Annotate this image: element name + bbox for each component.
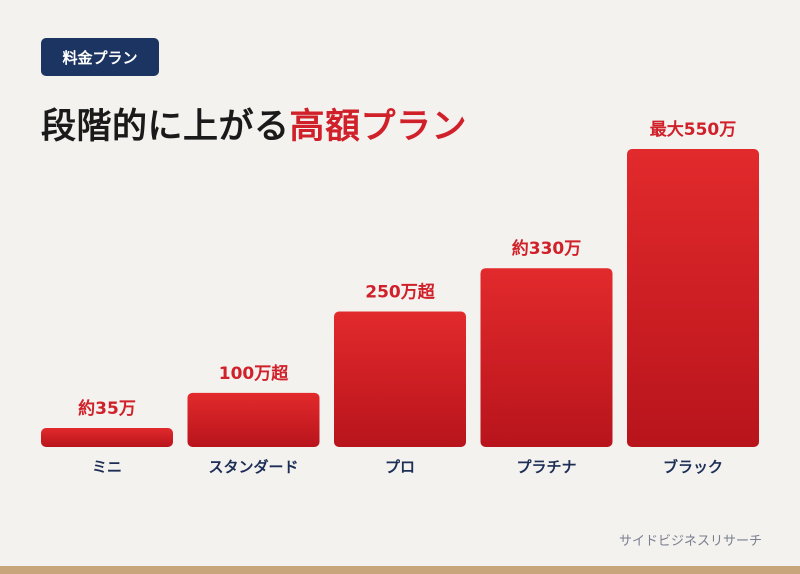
bar-4 bbox=[480, 268, 613, 447]
page-title: 段階的に上がる高額プラン bbox=[41, 98, 467, 149]
bar-1 bbox=[41, 428, 173, 447]
value-label-3: 250万超 bbox=[365, 282, 435, 303]
bar-2 bbox=[187, 392, 320, 447]
bar-5 bbox=[627, 149, 759, 447]
bar-3 bbox=[334, 311, 466, 447]
value-label-4: 約330万 bbox=[512, 238, 582, 259]
category-label-2: スタンダード bbox=[208, 458, 298, 476]
title-accent: 高額プラン bbox=[289, 107, 468, 147]
title-main: 段階的に上がる bbox=[41, 107, 290, 147]
value-label-5: 最大550万 bbox=[650, 119, 737, 140]
value-label-2: 100万超 bbox=[219, 363, 289, 384]
source-credit: サイドビジネスリサーチ bbox=[618, 534, 762, 549]
value-label-1: 約35万 bbox=[78, 398, 136, 419]
category-label-3: プロ bbox=[385, 458, 415, 476]
category-label-4: プラチナ bbox=[516, 458, 576, 476]
bottom-strip bbox=[0, 566, 800, 574]
category-label-5: ブラック bbox=[663, 458, 723, 476]
category-badge: 料金プラン bbox=[41, 38, 159, 76]
category-label-1: ミニ bbox=[92, 458, 122, 476]
